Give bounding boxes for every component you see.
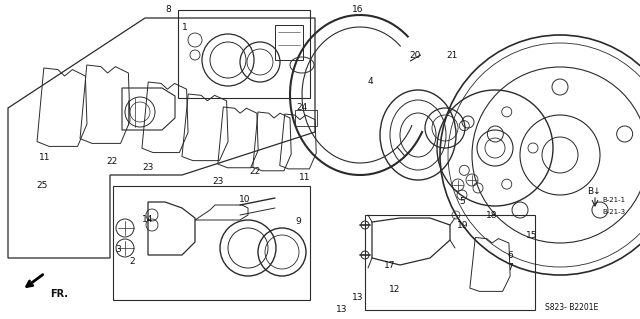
Text: 14: 14 xyxy=(142,216,154,225)
Text: 22: 22 xyxy=(106,158,118,167)
Text: 21: 21 xyxy=(446,50,458,60)
Text: 7: 7 xyxy=(507,263,513,272)
Bar xyxy=(295,110,317,126)
Text: 5: 5 xyxy=(459,197,465,206)
Text: 17: 17 xyxy=(384,261,396,270)
Bar xyxy=(275,25,303,60)
Text: 25: 25 xyxy=(36,181,48,189)
Text: 2: 2 xyxy=(129,257,135,266)
Text: 9: 9 xyxy=(295,218,301,226)
Text: 10: 10 xyxy=(239,196,251,204)
Text: 1: 1 xyxy=(182,24,188,33)
Text: 24: 24 xyxy=(296,103,308,113)
Text: 6: 6 xyxy=(507,250,513,259)
Text: 11: 11 xyxy=(39,153,51,162)
Text: 12: 12 xyxy=(389,286,401,294)
Text: 11: 11 xyxy=(300,174,311,182)
Text: 22: 22 xyxy=(250,167,260,176)
Text: 13: 13 xyxy=(352,293,364,302)
Text: 16: 16 xyxy=(352,5,364,14)
Text: 20: 20 xyxy=(410,50,420,60)
Text: 23: 23 xyxy=(212,177,224,187)
Text: FR.: FR. xyxy=(50,289,68,299)
Text: 23: 23 xyxy=(142,164,154,173)
Text: B↓: B↓ xyxy=(587,188,601,197)
Text: B-21-1: B-21-1 xyxy=(602,197,625,203)
Text: 15: 15 xyxy=(526,231,538,240)
Text: 3: 3 xyxy=(115,246,121,255)
Text: B-21-3: B-21-3 xyxy=(602,209,625,215)
Text: 18: 18 xyxy=(486,211,498,219)
Text: 13: 13 xyxy=(336,306,348,315)
Text: 4: 4 xyxy=(367,78,373,86)
Text: 8: 8 xyxy=(165,5,171,14)
Text: S823- B2201E: S823- B2201E xyxy=(545,303,598,313)
Text: 19: 19 xyxy=(457,220,468,229)
